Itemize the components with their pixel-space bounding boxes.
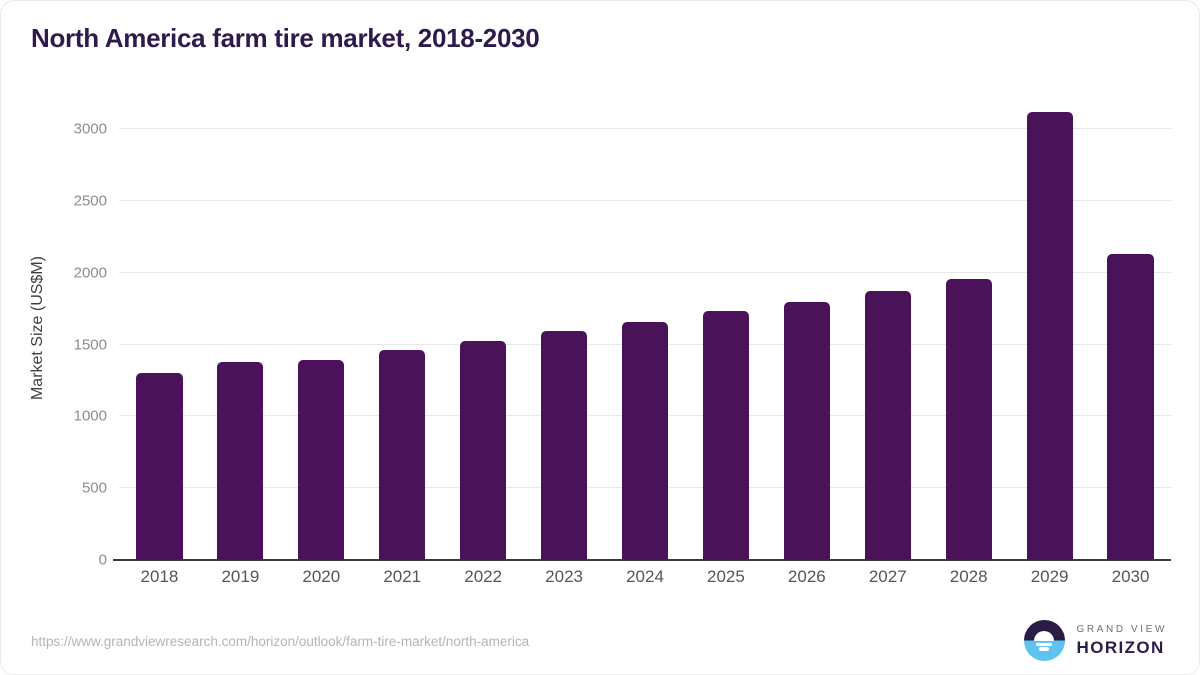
bar-slot-2026 <box>766 96 847 560</box>
bar-slot-2019 <box>200 96 281 560</box>
brand-logo: GRAND VIEW HORIZON <box>1023 620 1167 661</box>
bar-2025[interactable] <box>702 310 749 560</box>
y-tick-label-2500: 2500 <box>73 192 107 210</box>
y-tick-label-1500: 1500 <box>73 336 107 354</box>
y-axis-ticks: 0 500 1000 1500 2000 2500 3000 <box>1 96 107 569</box>
sun-shape <box>1034 630 1055 641</box>
bar-slot-2029 <box>1009 96 1090 560</box>
gridline-2500 <box>119 200 1171 202</box>
x-tick-label-2026: 2026 <box>787 567 826 586</box>
bar-2020[interactable] <box>298 359 345 560</box>
y-tick-label-0: 0 <box>98 551 107 569</box>
x-tick-label-2024: 2024 <box>626 567 664 586</box>
bar-slot-2020 <box>281 96 362 560</box>
bar-2019[interactable] <box>217 361 264 560</box>
bar-slot-2030 <box>1090 96 1171 560</box>
x-tick-label-2022: 2022 <box>464 567 503 586</box>
x-tick-label-2027: 2027 <box>868 567 907 586</box>
bar-slot-2024 <box>605 96 686 560</box>
y-tick-label-1000: 1000 <box>73 407 107 425</box>
bar-slot-2027 <box>847 96 928 560</box>
bar-slot-2028 <box>928 96 1009 560</box>
x-tick-label-2028: 2028 <box>949 567 988 586</box>
bar-2018[interactable] <box>136 373 183 560</box>
brand-name-top: GRAND VIEW <box>1076 623 1167 635</box>
bar-2026[interactable] <box>783 301 830 560</box>
bars-row <box>119 96 1171 560</box>
x-tick-label-2021: 2021 <box>383 567 422 586</box>
bar-slot-2018 <box>119 96 200 560</box>
bar-slot-2022 <box>443 96 524 560</box>
x-tick-label-2018: 2018 <box>140 567 179 586</box>
gridline-3000 <box>119 128 1171 130</box>
x-tick-label-2025: 2025 <box>707 567 745 586</box>
bar-2029[interactable] <box>1026 112 1073 560</box>
sun-over-water-icon <box>1023 620 1065 661</box>
x-axis-line <box>113 559 1171 561</box>
bar-2030[interactable] <box>1107 253 1154 560</box>
bar-slot-2021 <box>362 96 443 560</box>
bar-2022[interactable] <box>460 341 507 560</box>
source-url: https://www.grandviewresearch.com/horizo… <box>31 634 530 649</box>
bar-slot-2023 <box>524 96 605 560</box>
x-tick-label-2029: 2029 <box>1030 567 1069 586</box>
brand-name-bottom: HORIZON <box>1076 637 1165 657</box>
x-axis-labels: 2018 2019 2020 2021 2022 2023 2024 2025 2026 2027… <box>119 567 1171 587</box>
bar-slot-2025 <box>685 96 766 560</box>
bar-2028[interactable] <box>945 278 992 560</box>
x-tick-label-2023: 2023 <box>545 567 583 586</box>
x-tick-label-2030: 2030 <box>1111 567 1150 586</box>
x-tick-label-2019: 2019 <box>221 567 260 586</box>
y-tick-label-2000: 2000 <box>73 264 107 282</box>
y-tick-label-3000: 3000 <box>73 120 107 138</box>
bar-2027[interactable] <box>864 290 911 560</box>
bar-2021[interactable] <box>379 349 426 560</box>
bar-2024[interactable] <box>621 321 669 560</box>
bar-2023[interactable] <box>541 331 588 560</box>
y-tick-label-500: 500 <box>81 479 107 497</box>
gridline-2000 <box>119 271 1171 273</box>
water-line-2 <box>1039 647 1050 651</box>
plot-area <box>113 96 1171 561</box>
water-line-1 <box>1036 642 1053 647</box>
chart-title: North America farm tire market, 2018-203… <box>31 23 540 53</box>
brand-wordmark: GRAND VIEW HORIZON <box>1077 624 1167 658</box>
x-tick-label-2020: 2020 <box>302 567 341 586</box>
